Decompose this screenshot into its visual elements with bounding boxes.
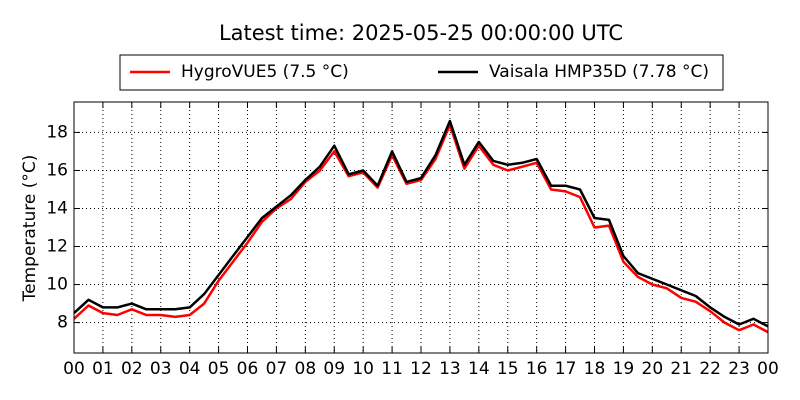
y-tick-label: 8 — [57, 313, 68, 333]
series-line — [73, 119, 769, 328]
y-tick-label: 10 — [46, 275, 68, 295]
x-tick-label: 22 — [699, 359, 721, 379]
x-tick-label: 04 — [179, 359, 201, 379]
y-tick-label: 12 — [46, 237, 68, 257]
x-tick-label: 16 — [526, 359, 548, 379]
x-tick-label: 19 — [613, 359, 635, 379]
series-line — [73, 123, 769, 334]
x-tick-label: 08 — [295, 359, 317, 379]
x-tick-label: 02 — [121, 359, 143, 379]
x-tick-label: 00 — [757, 359, 779, 379]
x-tick-label: 07 — [266, 359, 288, 379]
y-tick-label: 16 — [46, 160, 68, 180]
x-tick-label: 17 — [555, 359, 577, 379]
x-tick-label: 00 — [63, 359, 85, 379]
x-tick-label: 06 — [237, 359, 259, 379]
x-tick-label: 05 — [208, 359, 230, 379]
x-tick-label: 01 — [92, 359, 114, 379]
plot-frame — [73, 101, 769, 354]
x-tick-label: 18 — [584, 359, 606, 379]
x-tick-label: 13 — [439, 359, 461, 379]
x-tick-label: 11 — [381, 359, 403, 379]
legend-label: HygroVUE5 (7.5 °C) — [181, 62, 349, 82]
x-tick-label: 12 — [410, 359, 432, 379]
y-tick-label: 18 — [46, 122, 68, 142]
y-axis-label: Temperature (°C) — [20, 155, 40, 303]
x-tick-label: 20 — [642, 359, 664, 379]
x-tick-label: 14 — [468, 359, 490, 379]
y-tick-label: 14 — [46, 198, 68, 218]
chart-title: Latest time: 2025-05-25 00:00:00 UTC — [219, 21, 623, 45]
legend — [119, 54, 724, 91]
legend-label: Vaisala HMP35D (7.78 °C) — [489, 62, 709, 82]
x-tick-label: 21 — [670, 359, 692, 379]
x-tick-label: 03 — [150, 359, 172, 379]
x-tick-label: 23 — [728, 359, 750, 379]
x-tick-label: 09 — [323, 359, 345, 379]
x-tick-label: 15 — [497, 359, 519, 379]
x-tick-label: 10 — [352, 359, 374, 379]
